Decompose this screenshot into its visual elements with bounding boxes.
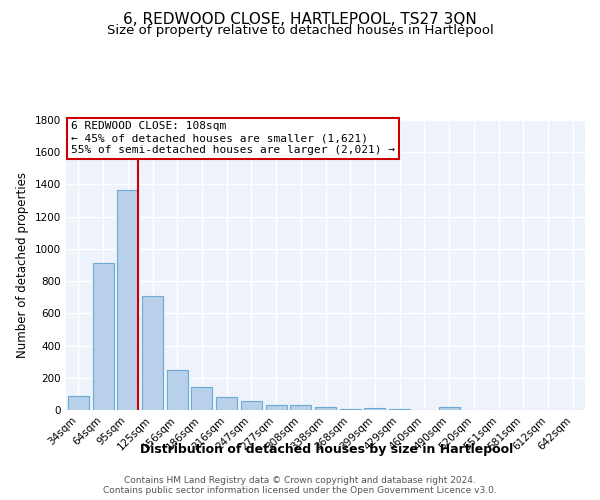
Bar	[191, 386, 212, 410]
Bar	[290, 405, 311, 410]
Bar	[92, 264, 113, 410]
Bar	[389, 409, 410, 410]
Bar	[315, 407, 336, 410]
Bar	[167, 370, 188, 410]
Bar	[142, 296, 163, 410]
Text: 6 REDWOOD CLOSE: 108sqm
← 45% of detached houses are smaller (1,621)
55% of semi: 6 REDWOOD CLOSE: 108sqm ← 45% of detache…	[71, 122, 395, 154]
Bar	[117, 190, 138, 410]
Bar	[216, 397, 237, 410]
Bar	[340, 408, 361, 410]
Bar	[68, 396, 89, 410]
Y-axis label: Number of detached properties: Number of detached properties	[16, 172, 29, 358]
Text: 6, REDWOOD CLOSE, HARTLEPOOL, TS27 3QN: 6, REDWOOD CLOSE, HARTLEPOOL, TS27 3QN	[123, 12, 477, 28]
Text: Contains HM Land Registry data © Crown copyright and database right 2024.
Contai: Contains HM Land Registry data © Crown c…	[103, 476, 497, 495]
Text: Distribution of detached houses by size in Hartlepool: Distribution of detached houses by size …	[140, 442, 514, 456]
Text: Size of property relative to detached houses in Hartlepool: Size of property relative to detached ho…	[107, 24, 493, 37]
Bar	[266, 406, 287, 410]
Bar	[364, 408, 385, 410]
Bar	[241, 401, 262, 410]
Bar	[439, 407, 460, 410]
